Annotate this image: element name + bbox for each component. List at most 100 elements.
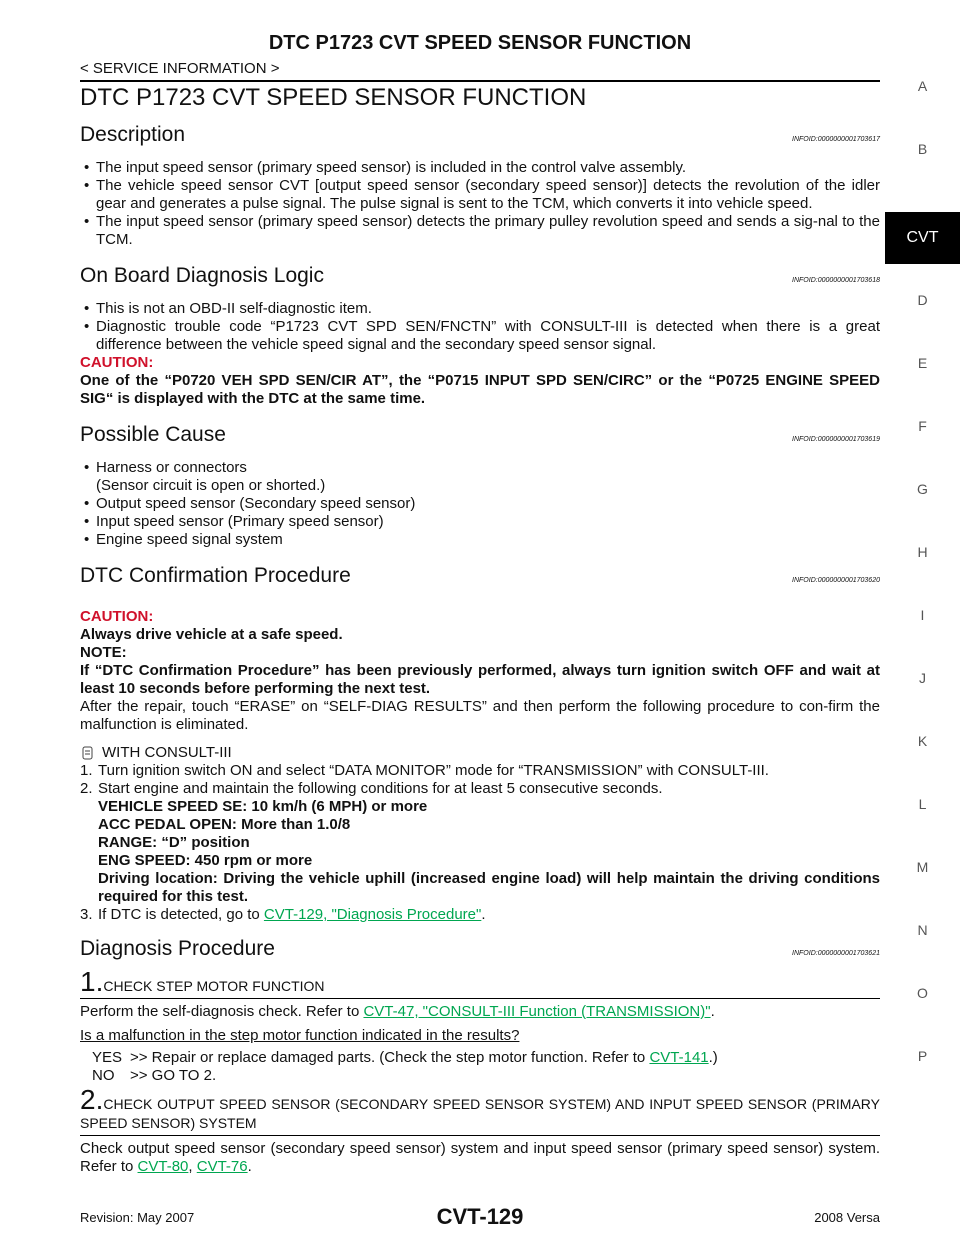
side-tab: O [917, 985, 928, 1001]
answer-label: NO [92, 1067, 115, 1084]
link[interactable]: CVT-141 [649, 1049, 709, 1066]
infoid: INFOID:0000000001703619 [792, 436, 880, 443]
side-tab: P [917, 1048, 928, 1064]
side-tab: K [917, 733, 928, 749]
header-rule [80, 80, 880, 82]
condition: RANGE: “D” position [98, 834, 250, 851]
step-num: 2. [80, 780, 93, 797]
heading: DTC Confirmation Procedure [80, 564, 351, 587]
text: Check output speed sensor (secondary spe… [80, 1140, 880, 1175]
step-text: Start engine and maintain the following … [98, 780, 663, 797]
bullet: Input speed sensor (Primary speed sensor… [80, 513, 880, 531]
section-heading: Description INFOID:0000000001703617 [80, 122, 880, 149]
heading: Diagnosis Procedure [80, 937, 275, 960]
bullet: Engine speed signal system [80, 531, 880, 549]
bullet: The vehicle speed sensor CVT [output spe… [80, 177, 880, 213]
bullet-note: (Sensor circuit is open or shorted.) [96, 477, 326, 494]
link[interactable]: CVT-129, "Diagnosis Procedure" [263, 906, 482, 923]
intro: After the repair, touch “ERASE” on “SELF… [80, 698, 880, 733]
header-title: DTC P1723 CVT SPEED SENSOR FUNCTION [268, 32, 692, 54]
bullet: Diagnostic trouble code “P1723 CVT SPD S… [80, 318, 880, 354]
consult-icon [82, 746, 93, 760]
infoid: INFOID:0000000001703621 [792, 950, 880, 957]
step-title: CHECK STEP MOTOR FUNCTION [103, 978, 325, 994]
heading: On Board Diagnosis Logic [80, 264, 324, 287]
bullet: Harness or connectors(Sensor circuit is … [80, 459, 880, 495]
side-tab: J [919, 670, 926, 686]
side-tab: D [917, 292, 928, 308]
para: Check output speed sensor (secondary spe… [80, 1140, 880, 1176]
infoid: INFOID:0000000001703617 [792, 136, 880, 143]
footer-page: CVT-129 [436, 1204, 524, 1229]
condition: Driving location: Driving the vehicle up… [98, 870, 880, 905]
bullets: The input speed sensor (primary speed se… [80, 159, 880, 249]
side-tab: CVT [906, 229, 939, 246]
text: . [481, 906, 486, 923]
side-tab: H [917, 544, 928, 560]
text: >> Repair or replace damaged parts. (Che… [130, 1049, 650, 1066]
bullet: Output speed sensor (Secondary speed sen… [80, 495, 880, 513]
link[interactable]: CVT-76 [196, 1158, 248, 1175]
footer-model: 2008 Versa [814, 1210, 880, 1225]
heading: Possible Cause [80, 423, 226, 446]
caution-label: CAUTION: [80, 608, 154, 625]
side-tab: E [917, 355, 928, 371]
bullets: Harness or connectors(Sensor circuit is … [80, 459, 880, 549]
caution-label: CAUTION: [80, 354, 154, 371]
text: . [710, 1003, 715, 1020]
content: DTC P1723 CVT SPEED SENSOR FUNCTION Desc… [80, 84, 880, 1176]
link[interactable]: CVT-80 [137, 1158, 189, 1175]
answer-text: >> GO TO 2. [130, 1067, 217, 1084]
answer-text: >> Repair or replace damaged parts. (Che… [130, 1049, 718, 1067]
step-num: 1. [80, 966, 104, 997]
text: If DTC is detected, go to [98, 906, 264, 923]
step-text: Turn ignition switch ON and select “DATA… [98, 762, 769, 779]
question: Is a malfunction in the step motor funct… [80, 1027, 520, 1044]
section-heading: Diagnosis Procedure INFOID:00000000017036… [80, 936, 880, 963]
heading: Description [80, 123, 186, 146]
bullet-text: Harness or connectors [96, 459, 247, 476]
step-num: 2. [80, 1084, 104, 1115]
diag-step-title: 2.CHECK OUTPUT SPEED SENSOR (SECONDARY S… [80, 1086, 880, 1136]
side-tab: G [917, 481, 928, 497]
step-title: CHECK OUTPUT SPEED SENSOR (SECONDARY SPE… [80, 1096, 880, 1131]
text: Perform the self-diagnosis check. Refer … [80, 1003, 364, 1020]
side-tab: L [918, 796, 927, 812]
side-tab: A [917, 78, 928, 94]
link[interactable]: CVT-47, "CONSULT-III Function (TRANSMISS… [363, 1003, 711, 1020]
footer-revision: Revision: May 2007 [80, 1210, 195, 1225]
answer: YES >> Repair or replace damaged parts. (… [80, 1049, 880, 1067]
para: Perform the self-diagnosis check. Refer … [80, 1003, 880, 1021]
condition: ACC PEDAL OPEN: More than 1.0/8 [98, 816, 351, 833]
side-tab: I [920, 607, 925, 623]
diag-step-title: 1.CHECK STEP MOTOR FUNCTION [80, 968, 880, 999]
consult-row: WITH CONSULT-III [80, 744, 880, 762]
text: .) [708, 1049, 718, 1066]
step: 1. Turn ignition switch ON and select “DA… [80, 762, 880, 780]
caution-text: One of the “P0720 VEH SPD SEN/CIR AT”, t… [80, 372, 880, 407]
note-label: NOTE: [80, 644, 127, 661]
note-text: If “DTC Confirmation Procedure” has been… [80, 662, 880, 697]
text: , [188, 1158, 197, 1175]
side-tab: F [918, 418, 927, 434]
header-subtitle: < SERVICE INFORMATION > [80, 60, 280, 77]
side-tab: M [916, 859, 929, 875]
text: . [247, 1158, 252, 1175]
page-title: DTC P1723 CVT SPEED SENSOR FUNCTION [80, 84, 587, 111]
active-tab-bg [885, 212, 960, 264]
condition: ENG SPEED: 450 rpm or more [98, 852, 313, 869]
section-heading: DTC Confirmation Procedure INFOID:0000000… [80, 563, 880, 590]
section-heading: Possible Cause INFOID:0000000001703619 [80, 422, 880, 449]
bullet: The input speed sensor (primary speed se… [80, 213, 880, 249]
bullet: This is not an OBD-II self-diagnostic it… [80, 300, 880, 318]
step-text: If DTC is detected, go to CVT-129, "Diag… [98, 906, 486, 924]
step-num: 1. [80, 762, 93, 779]
side-tab: B [917, 141, 928, 157]
step: 3. If DTC is detected, go to CVT-129, "Di… [80, 906, 880, 924]
infoid: INFOID:0000000001703618 [792, 277, 880, 284]
bullets: This is not an OBD-II self-diagnostic it… [80, 300, 880, 354]
answer: NO >> GO TO 2. [80, 1067, 880, 1085]
condition: VEHICLE SPEED SE: 10 km/h (6 MPH) or mor… [98, 798, 428, 815]
side-tab: N [917, 922, 928, 938]
